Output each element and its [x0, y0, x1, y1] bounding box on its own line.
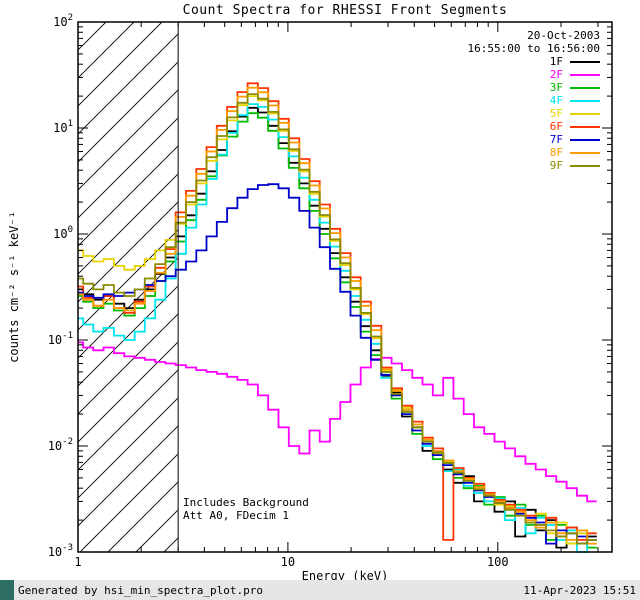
y-tick-label-10e2: 102	[53, 13, 73, 29]
y-axis-label: counts cm⁻² s⁻¹ keV⁻¹	[7, 211, 21, 363]
legend-entry-label: 8F	[549, 146, 563, 159]
legend-time-range: 16:55:00 to 16:56:00	[467, 42, 600, 55]
legend-entry-label: 4F	[549, 94, 563, 107]
legend-swatch-line	[570, 151, 600, 154]
legend-entry-9F: 9F	[468, 159, 600, 172]
legend-entry-label: 9F	[549, 159, 563, 172]
y-tick-label-10e0: 100	[53, 225, 73, 241]
x-tick-label-10: 10	[281, 555, 295, 569]
y-tick-label-10e-2: 10-2	[48, 437, 73, 453]
legend-swatch-line	[570, 125, 600, 128]
legend-swatch-line	[570, 112, 600, 115]
y-tick-label-10e1: 101	[53, 119, 73, 135]
legend-entry-1F: 1F	[468, 55, 600, 68]
legend-swatch-line	[570, 86, 600, 89]
plot-notes: Includes Background Att A0, FDecim 1	[183, 496, 309, 522]
legend-entry-label: 7F	[549, 133, 563, 146]
note-attenuator-state: Att A0, FDecim 1	[183, 509, 289, 522]
legend-swatch-line	[570, 73, 600, 76]
note-includes-background: Includes Background	[183, 496, 309, 509]
x-tick-label-100: 100	[487, 555, 509, 569]
series-1F-line	[78, 106, 597, 549]
series-5F-line	[78, 95, 597, 545]
axes-box	[77, 21, 613, 553]
series-8F-line	[78, 86, 597, 545]
y-tick-label-10e-1: 10-1	[48, 331, 73, 347]
x-tick-label-1: 1	[74, 555, 81, 569]
legend-entry-2F: 2F	[468, 68, 600, 81]
legend-entry-4F: 4F	[468, 94, 600, 107]
legend-entry-label: 3F	[549, 81, 563, 94]
legend-entry-3F: 3F	[468, 81, 600, 94]
legend-entries: 1F 2F 3F 4F 5F 6F 7F 8F 9F	[468, 55, 600, 172]
series-4F-line	[78, 103, 597, 553]
series-2F-line	[78, 341, 597, 503]
series-3F-line	[78, 112, 597, 549]
legend-swatch-line	[570, 164, 600, 167]
plot-title: Count Spectra for RHESSI Front Segments	[182, 3, 508, 18]
legend-entry-6F: 6F	[468, 120, 600, 133]
legend-entry-8F: 8F	[468, 146, 600, 159]
axis-ticks	[77, 21, 612, 553]
legend-entry-label: 5F	[549, 107, 563, 120]
legend-swatch-line	[570, 60, 600, 63]
legend-entry-label: 2F	[549, 68, 563, 81]
legend-entry-label: 1F	[549, 55, 563, 68]
legend-date: 20-Oct-2003	[527, 29, 600, 42]
legend-swatch-line	[570, 138, 600, 141]
footer-generator-text: Generated by hsi_min_spectra_plot.pro	[18, 583, 264, 597]
series-6F-line	[78, 82, 597, 541]
legend: 20-Oct-2003 16:55:00 to 16:56:00 1F 2F 3F 4…	[468, 29, 600, 172]
window-corner-decoration	[0, 580, 14, 600]
footer-bar: Generated by hsi_min_spectra_plot.pro 11…	[0, 580, 640, 600]
series-lines	[78, 82, 597, 553]
footer-timestamp: 11-Apr-2023 15:51	[523, 583, 636, 597]
x-axis-label: Energy (keV)	[301, 569, 389, 583]
legend-swatch-line	[570, 99, 600, 102]
series-9F-line	[78, 93, 597, 545]
y-tick-label-10e-3: 10-3	[48, 543, 73, 559]
tick-labels: 1 10 100 102 101 100 10-1 10-2 10-3	[48, 13, 509, 569]
legend-entry-label: 6F	[549, 120, 563, 133]
legend-entry-5F: 5F	[468, 107, 600, 120]
legend-entry-7F: 7F	[468, 133, 600, 146]
